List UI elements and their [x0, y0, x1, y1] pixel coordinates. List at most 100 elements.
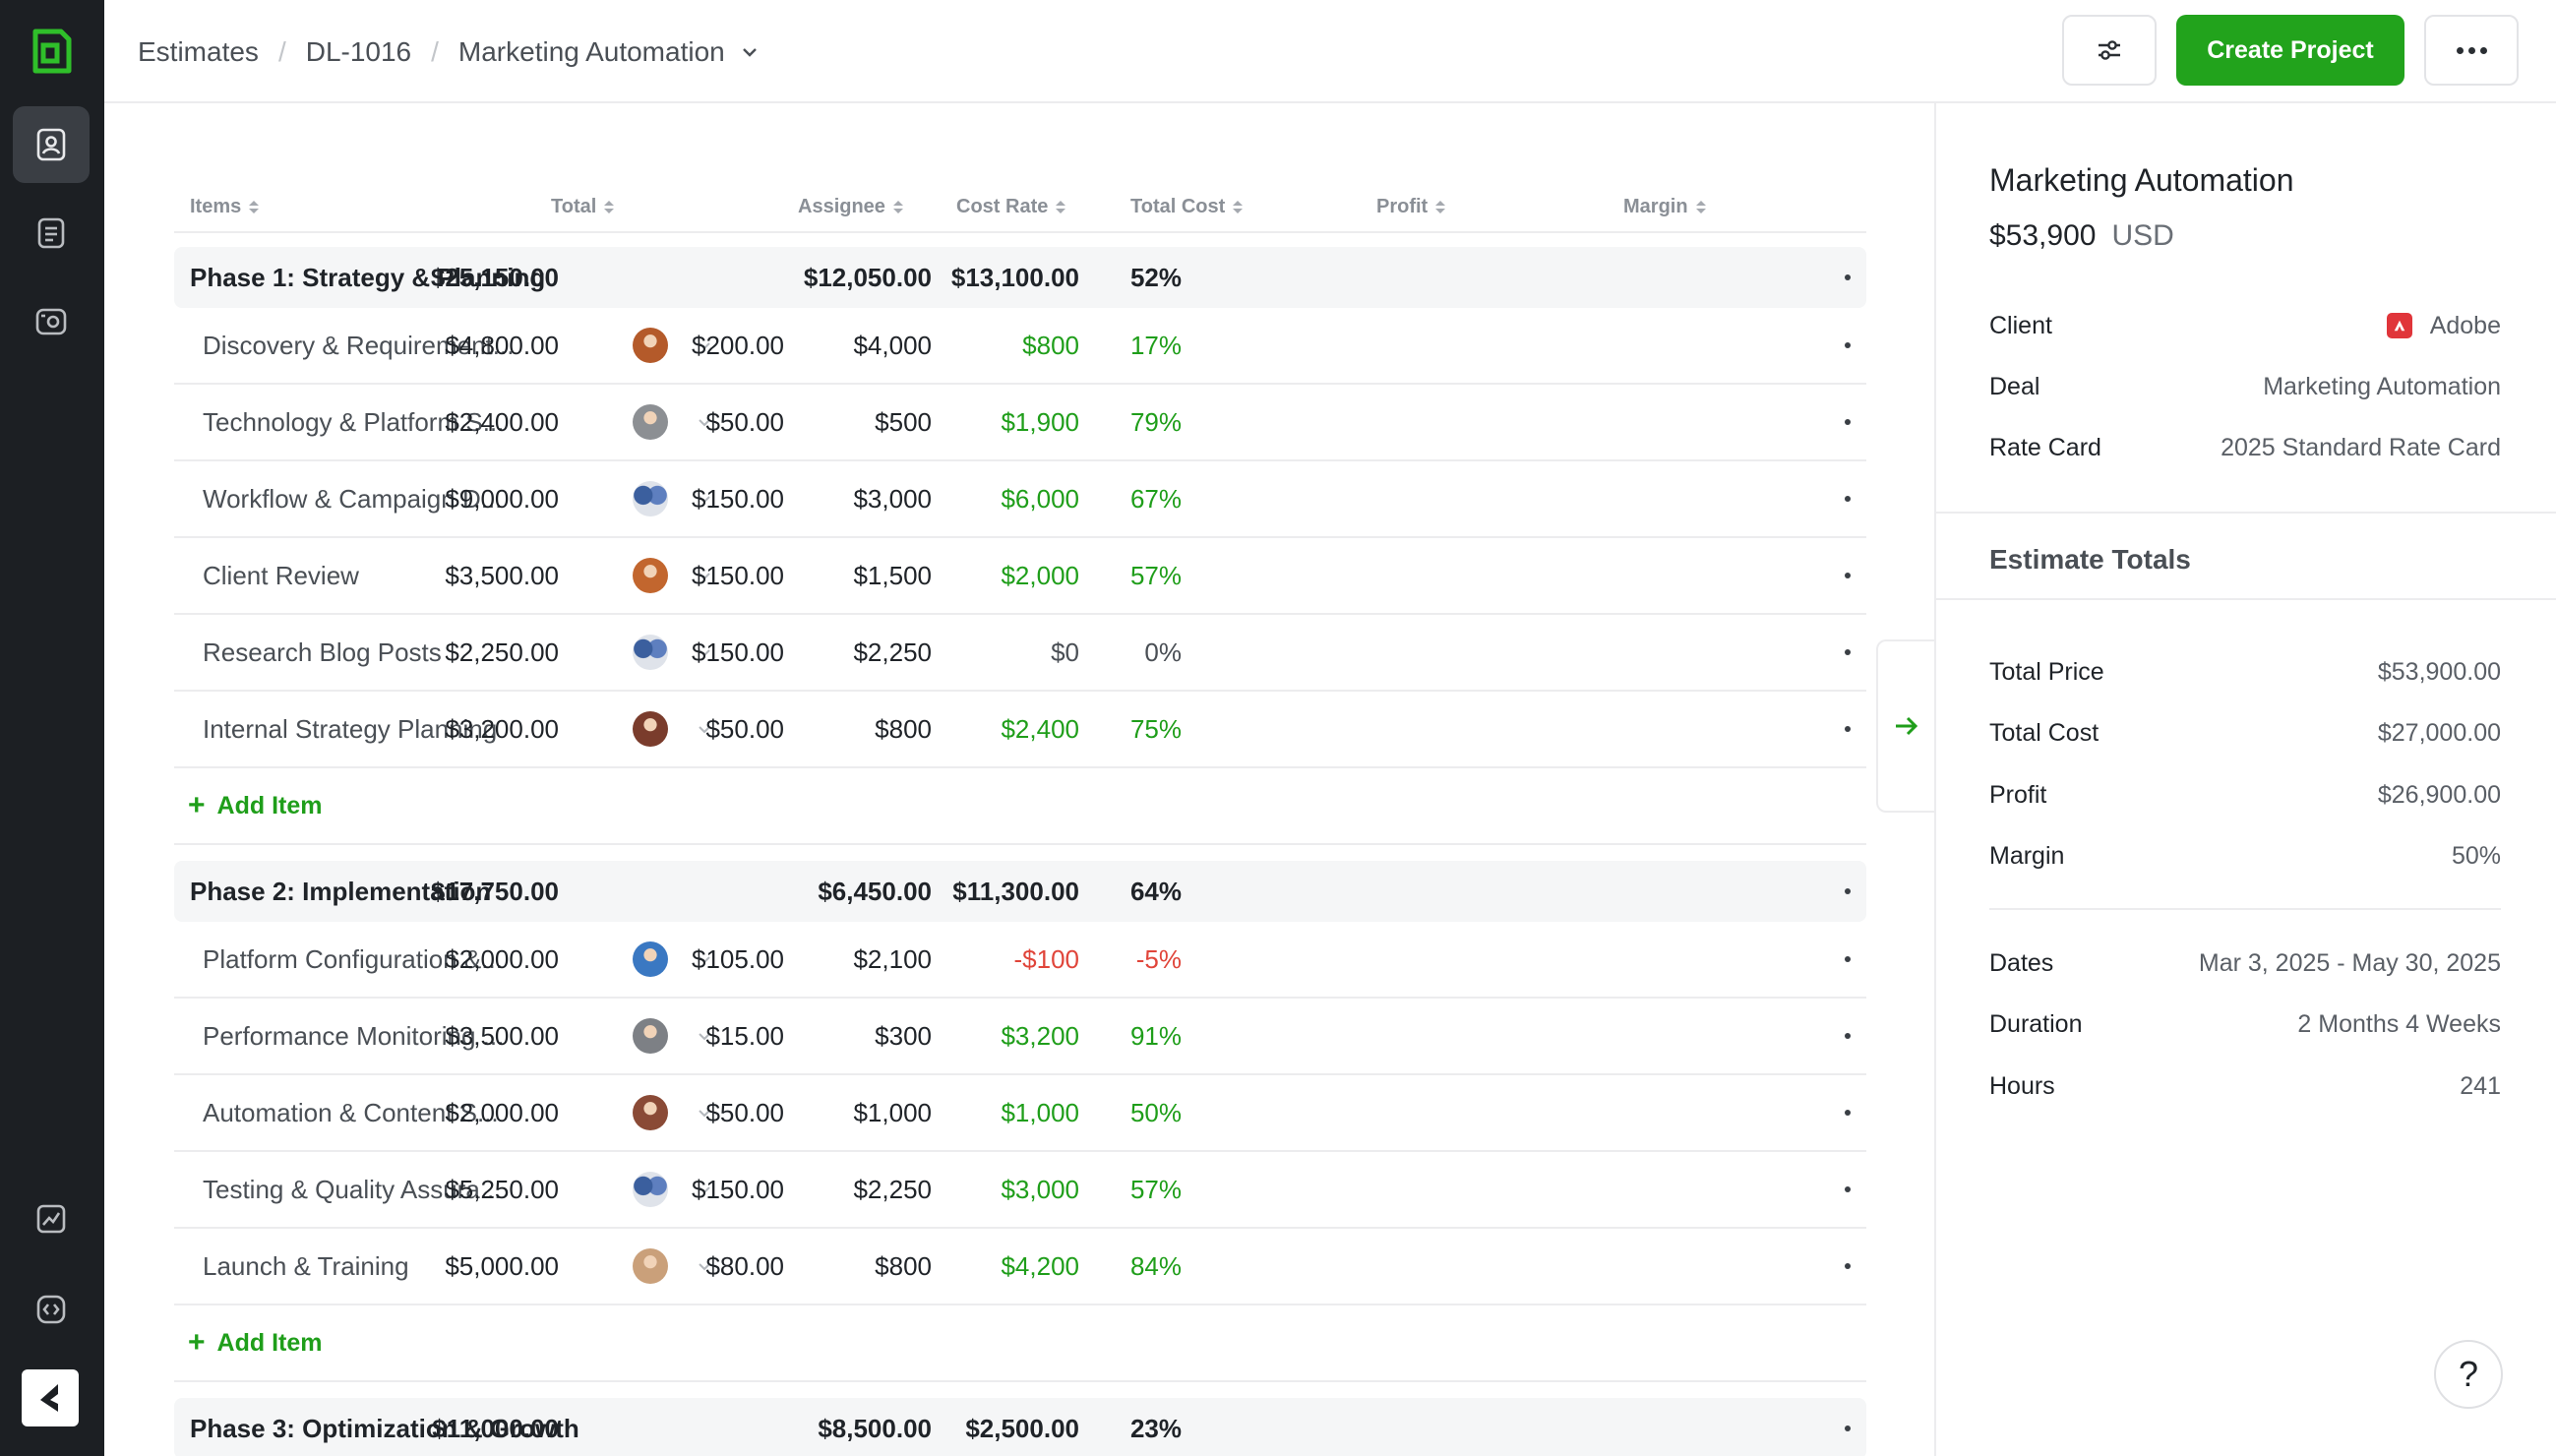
- table-row[interactable]: Automation & Content S... $2,000.00 $50.00…: [174, 1075, 1866, 1152]
- item-name[interactable]: Discovery & Requirement...: [203, 330, 515, 360]
- row-actions-button[interactable]: [1843, 1229, 1853, 1304]
- row-actions-button[interactable]: [1843, 999, 1853, 1073]
- assignee-dropdown[interactable]: [696, 692, 719, 766]
- assignee-avatar[interactable]: [633, 615, 672, 690]
- phase-name: Phase 2: Implementation: [190, 876, 492, 906]
- table-row[interactable]: Internal Strategy Planning $3,200.00 $50.0…: [174, 692, 1866, 768]
- assignee-dropdown[interactable]: [696, 999, 719, 1073]
- row-actions-button[interactable]: [1843, 1152, 1853, 1227]
- assignee-avatar[interactable]: [633, 1229, 672, 1304]
- create-project-button[interactable]: Create Project: [2176, 15, 2404, 86]
- nav-documents-icon[interactable]: [13, 195, 90, 272]
- assignee-avatar[interactable]: [633, 1075, 672, 1150]
- nav-billing-icon[interactable]: [13, 283, 90, 360]
- help-button[interactable]: ?: [2434, 1340, 2503, 1409]
- table-row[interactable]: Performance Monitoring ... $3,500.00 $15.0…: [174, 999, 1866, 1075]
- column-total[interactable]: Total: [551, 196, 615, 218]
- assignee-dropdown[interactable]: [696, 1229, 719, 1304]
- nav-integrations-icon[interactable]: [13, 1271, 90, 1348]
- assignee-avatar[interactable]: [633, 922, 672, 997]
- row-actions-button[interactable]: [1843, 308, 1853, 383]
- phase-row[interactable]: Phase 1: Strategy & Planning $25,150.00 $1…: [174, 247, 1866, 308]
- item-name[interactable]: Platform Configuration &...: [203, 943, 503, 974]
- item-name[interactable]: Client Review: [203, 560, 359, 590]
- assignee-avatar[interactable]: [633, 692, 672, 766]
- column-margin[interactable]: Margin: [1623, 196, 1706, 218]
- assignee-avatar[interactable]: [633, 461, 672, 536]
- item-margin: 57%: [1129, 1174, 1182, 1204]
- item-name[interactable]: Performance Monitoring ...: [203, 1020, 505, 1051]
- assignee-avatar[interactable]: [633, 999, 672, 1073]
- estimate-totals-heading: Estimate Totals: [1989, 544, 2191, 575]
- column-assignee[interactable]: Assignee: [798, 196, 903, 218]
- item-profit: $2,400: [1001, 713, 1079, 744]
- assignee-dropdown[interactable]: [696, 308, 719, 383]
- workspace-logo-icon[interactable]: [22, 1369, 79, 1426]
- item-name[interactable]: Testing & Quality Assura...: [203, 1174, 502, 1204]
- item-total: $3,500.00: [445, 1020, 559, 1051]
- assignee-dropdown[interactable]: [696, 922, 719, 997]
- breadcrumb-current[interactable]: Marketing Automation: [457, 35, 725, 67]
- item-name[interactable]: Workflow & Campaign D...: [203, 483, 503, 514]
- table-row[interactable]: Discovery & Requirement... $4,800.00 $200.…: [174, 308, 1866, 385]
- row-actions-button[interactable]: [1843, 861, 1853, 922]
- row-actions-button[interactable]: [1843, 461, 1853, 536]
- phase-row[interactable]: Phase 2: Implementation $17,750.00 $6,450.…: [174, 861, 1866, 922]
- assignee-dropdown[interactable]: [696, 615, 719, 690]
- table-row[interactable]: Workflow & Campaign D... $9,000.00 $150.00…: [174, 461, 1866, 538]
- assignee-avatar[interactable]: [633, 1152, 672, 1227]
- column-total-cost[interactable]: Total Cost: [1130, 196, 1244, 218]
- add-item-button[interactable]: + Add Item: [174, 768, 1866, 845]
- table-row[interactable]: Research Blog Posts $2,250.00 $150.00 $2,25…: [174, 615, 1866, 692]
- user-avatar-icon: [633, 558, 668, 593]
- row-actions-button[interactable]: [1843, 538, 1853, 613]
- assignee-avatar[interactable]: [633, 538, 672, 613]
- schedule-duration: Duration 2 Months 4 Weeks: [1989, 1009, 2501, 1038]
- table-row[interactable]: Technology & Platform S... $2,400.00 $50.0…: [174, 385, 1866, 461]
- chevron-down-icon: [699, 1110, 710, 1118]
- assignee-dropdown[interactable]: [696, 538, 719, 613]
- row-actions-button[interactable]: [1843, 922, 1853, 997]
- assignee-dropdown[interactable]: [696, 1075, 719, 1150]
- filter-settings-button[interactable]: [2062, 15, 2157, 86]
- assignee-avatar[interactable]: [633, 308, 672, 383]
- phase-row[interactable]: Phase 3: Optimization & Growth $11,000.00…: [174, 1398, 1866, 1456]
- item-name[interactable]: Research Blog Posts: [203, 637, 442, 667]
- column-cost-rate[interactable]: Cost Rate: [956, 196, 1066, 218]
- row-actions-button[interactable]: [1843, 1075, 1853, 1150]
- table-row[interactable]: Client Review $3,500.00 $150.00 $1,500 $2,00…: [174, 538, 1866, 615]
- add-item-label: Add Item: [216, 1328, 323, 1357]
- chevron-down-icon[interactable]: [739, 41, 761, 63]
- table-row[interactable]: Platform Configuration &... $2,000.00 $105…: [174, 922, 1866, 999]
- row-actions-button[interactable]: [1843, 1398, 1853, 1456]
- more-options-button[interactable]: [2424, 15, 2519, 86]
- item-name[interactable]: Internal Strategy Planning: [203, 713, 498, 744]
- nav-estimates-icon[interactable]: [13, 106, 90, 183]
- item-total: $5,250.00: [445, 1174, 559, 1204]
- breadcrumb-estimates[interactable]: Estimates: [138, 35, 259, 67]
- table-row[interactable]: Launch & Training $5,000.00 $80.00 $800 $4,2…: [174, 1229, 1866, 1305]
- breadcrumb-deal-id[interactable]: DL-1016: [305, 35, 412, 67]
- row-actions-button[interactable]: [1843, 385, 1853, 459]
- assignee-avatar[interactable]: [633, 385, 672, 459]
- nav-reports-icon[interactable]: [13, 1181, 90, 1257]
- add-item-button[interactable]: + Add Item: [174, 1305, 1866, 1382]
- column-items[interactable]: Items: [190, 196, 260, 218]
- item-total-cost: $2,250: [853, 1174, 932, 1204]
- item-name[interactable]: Automation & Content S...: [203, 1097, 499, 1127]
- assignee-dropdown[interactable]: [696, 461, 719, 536]
- collapse-panel-button[interactable]: [1876, 639, 1935, 813]
- row-actions-button[interactable]: [1843, 247, 1853, 308]
- column-profit[interactable]: Profit: [1376, 196, 1446, 218]
- assignee-dropdown[interactable]: [696, 385, 719, 459]
- detail-rate-card: Rate Card 2025 Standard Rate Card: [1989, 433, 2501, 461]
- row-actions-button[interactable]: [1843, 692, 1853, 766]
- item-name[interactable]: Launch & Training: [203, 1250, 409, 1281]
- app-logo-icon[interactable]: [28, 28, 73, 75]
- row-actions-button[interactable]: [1843, 615, 1853, 690]
- assignee-dropdown[interactable]: [696, 1152, 719, 1227]
- table-row[interactable]: Testing & Quality Assura... $5,250.00 $150…: [174, 1152, 1866, 1229]
- item-cost-rate: $150.00: [692, 1174, 784, 1204]
- item-name[interactable]: Technology & Platform S...: [203, 406, 505, 437]
- item-total-cost: $800: [875, 1250, 932, 1281]
